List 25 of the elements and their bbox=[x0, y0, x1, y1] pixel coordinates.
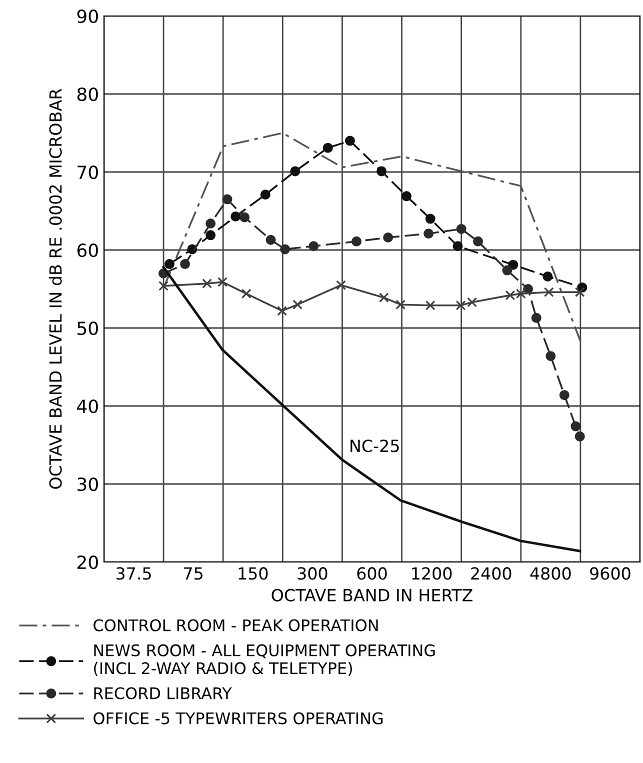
x-tick-label: 300 bbox=[298, 567, 328, 580]
x-tick-label: 4800 bbox=[530, 567, 571, 580]
y-tick-label: 60 bbox=[77, 243, 98, 258]
x-tick-label: 9600 bbox=[590, 567, 630, 580]
y-tick-label: 30 bbox=[78, 477, 98, 492]
annotation: NC-25 bbox=[350, 440, 399, 452]
legend-label: NEWS ROOM - ALL EQUIPMENT OPERATING (INCL 2-WAY RADIO & TELETYPE) bbox=[94, 644, 435, 676]
y-tick-label: 90 bbox=[77, 9, 98, 24]
legend-label: RECORD LIBRARY bbox=[94, 687, 232, 700]
x-tick-label: 600 bbox=[357, 567, 387, 580]
x-tick-label: 2400 bbox=[471, 567, 512, 580]
y-tick-label: 50 bbox=[78, 321, 98, 336]
legend-label: OFFICE -5 TYPEWRITERS OPERATING bbox=[94, 712, 383, 724]
y-tick-label: 70 bbox=[78, 165, 98, 180]
y-tick-label: 80 bbox=[77, 87, 98, 102]
y-tick-label: 40 bbox=[77, 399, 98, 414]
y-tick-label: 20 bbox=[77, 555, 98, 570]
x-tick-label: 150 bbox=[238, 567, 268, 580]
y-axis-title: OCTAVE BAND LEVEL IN dB RE .0002 MICROBAR bbox=[48, 88, 62, 489]
line-series bbox=[162, 132, 582, 342]
x-tick-label: 37.5 bbox=[116, 567, 151, 580]
x-tick-label: 1200 bbox=[412, 567, 452, 580]
x-tick-label: 75 bbox=[184, 567, 202, 580]
legend-label: CONTROL ROOM - PEAK OPERATION bbox=[94, 619, 378, 632]
x-axis-title: OCTAVE BAND IN HERTZ bbox=[272, 588, 472, 602]
